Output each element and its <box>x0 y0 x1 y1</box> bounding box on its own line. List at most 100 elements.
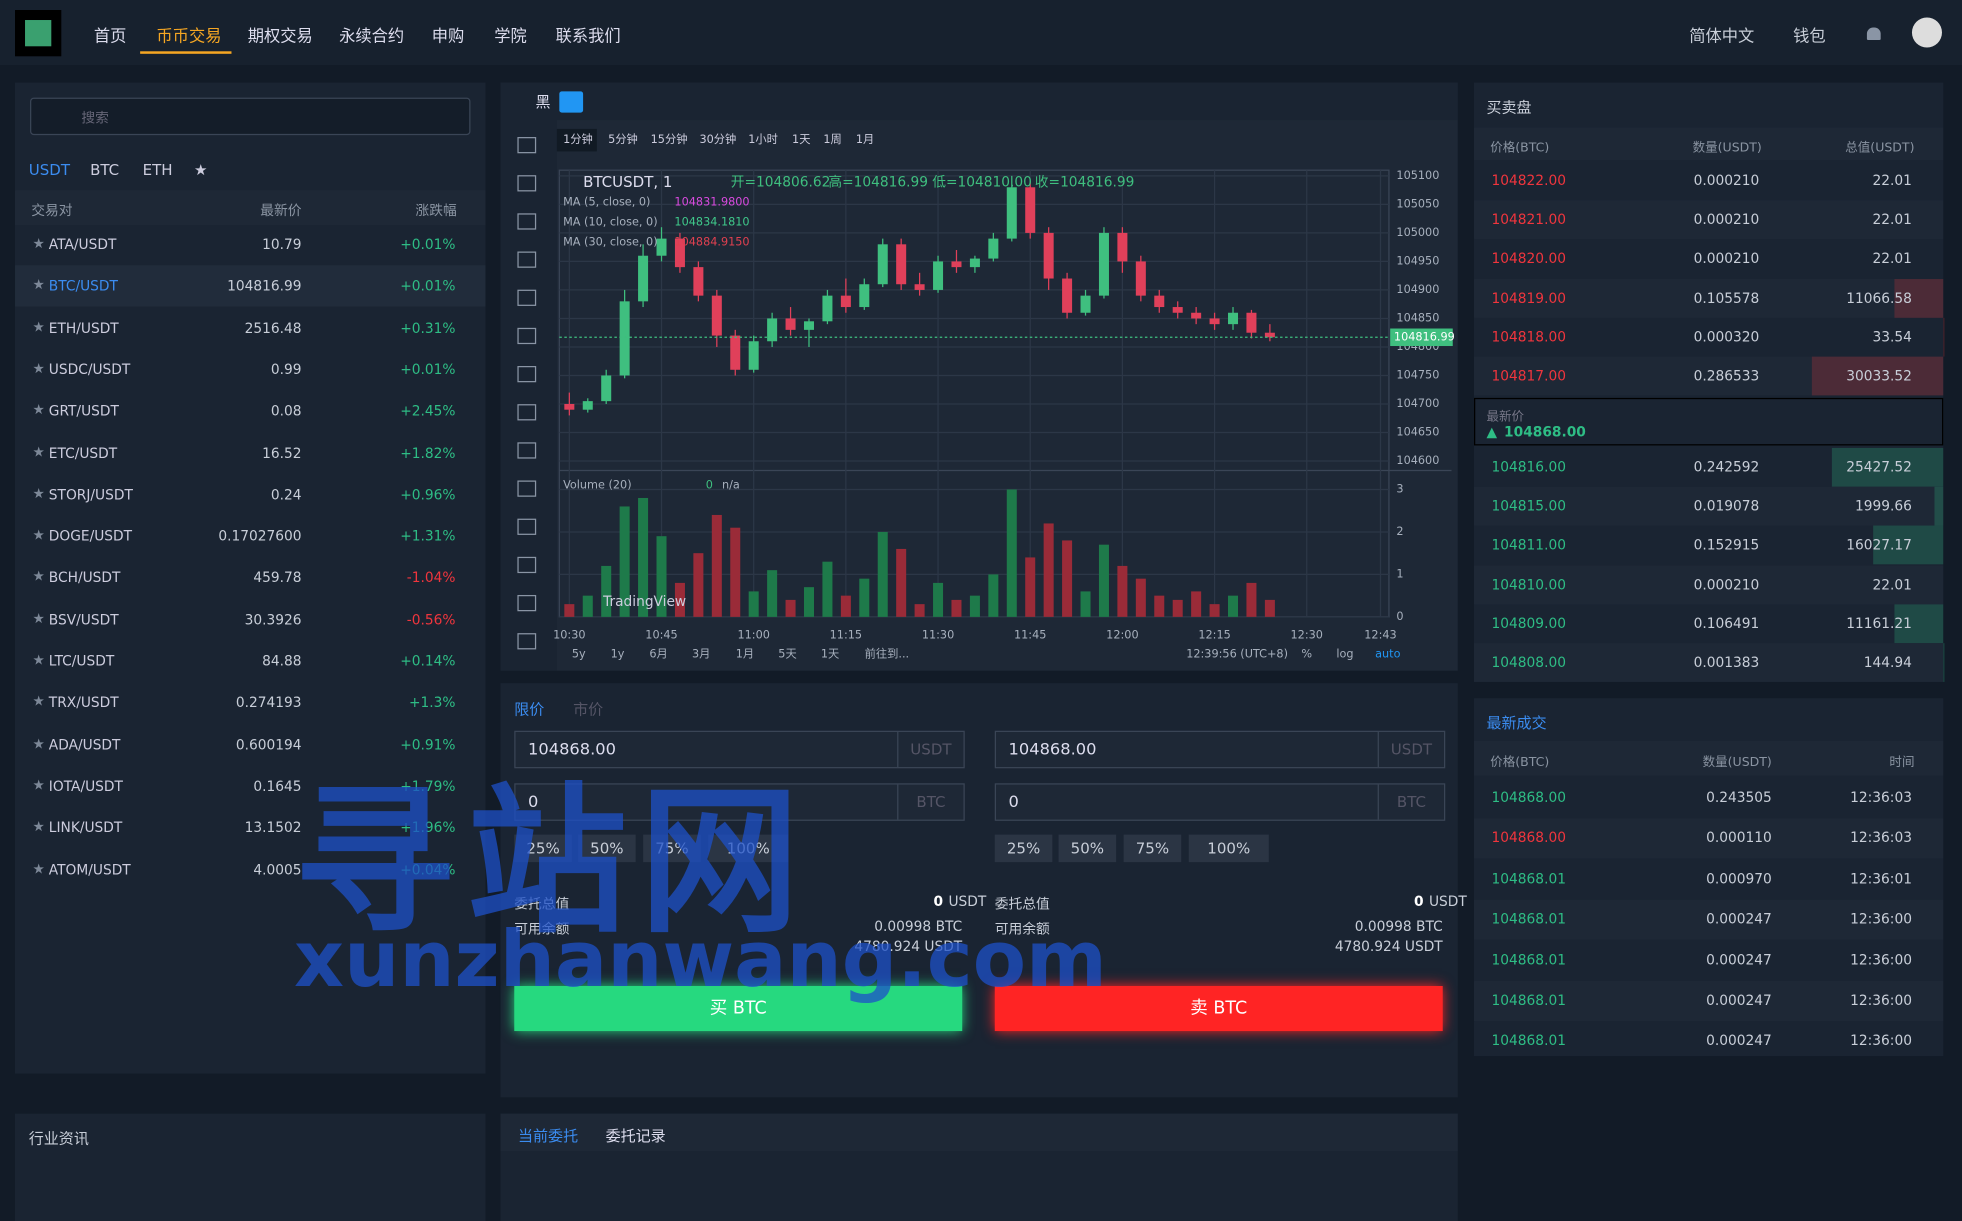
nav-item[interactable]: 申购 <box>431 27 465 47</box>
order-tab[interactable]: 市价 <box>573 700 604 719</box>
pct-button[interactable]: 25% <box>514 834 572 863</box>
star[interactable]: ★ <box>32 610 45 627</box>
submit-button[interactable]: 买 BTC <box>514 986 963 1032</box>
candle-body <box>582 401 593 410</box>
star[interactable]: ★ <box>32 276 45 294</box>
star[interactable]: ★ <box>32 360 45 377</box>
trade-time: 12:36:03 <box>1850 830 1912 847</box>
candle-body <box>933 261 944 290</box>
pair[interactable]: ADA/USDT <box>48 736 121 753</box>
change: +1.31% <box>400 528 456 545</box>
pct-button[interactable]: 75% <box>643 834 701 863</box>
volume-bar <box>933 582 944 617</box>
x-tick-label: 12:43 <box>1364 629 1396 642</box>
pct-button[interactable]: 50% <box>1058 834 1117 863</box>
depth-bar <box>1832 447 1944 487</box>
pct-button[interactable]: 100% <box>708 834 789 863</box>
order-tab[interactable]: 限价 <box>514 700 545 719</box>
pair[interactable]: IOTA/USDT <box>48 778 123 795</box>
pct-button[interactable]: 50% <box>578 834 636 863</box>
trade-time: 12:36:01 <box>1850 870 1912 887</box>
star[interactable]: ★ <box>32 235 45 252</box>
volume-bar <box>1080 591 1091 617</box>
pair[interactable]: ETC/USDT <box>48 444 118 462</box>
nav-item[interactable]: 币币交易 <box>156 27 222 47</box>
nav-item[interactable]: 首页 <box>93 27 127 47</box>
star[interactable]: ★ <box>32 776 45 794</box>
header-row <box>1474 127 1944 161</box>
market-tab[interactable]: ★ <box>193 161 208 179</box>
book-amount: 0.152915 <box>1693 537 1760 554</box>
pair[interactable]: ETH/USDT <box>48 319 119 337</box>
star[interactable]: ★ <box>32 651 45 669</box>
range-button: 5天 <box>778 647 796 660</box>
pair[interactable]: STORJ/USDT <box>48 486 133 503</box>
candle-body <box>859 284 870 308</box>
volume-bar <box>969 595 980 617</box>
ohlc: 高=104816.99 <box>828 174 928 191</box>
orders-tab[interactable]: 当前委托 <box>518 1127 579 1145</box>
vol-legend: n/a <box>722 478 740 491</box>
bell[interactable] <box>1866 27 1881 41</box>
book-amount: 0.000210 <box>1693 172 1760 189</box>
star[interactable]: ★ <box>32 485 45 502</box>
input[interactable]: 0 BTC <box>514 783 965 821</box>
pair[interactable]: USDC/USDT <box>48 361 131 378</box>
pair[interactable]: LINK/USDT <box>48 819 123 837</box>
input[interactable]: 104868.00 USDT <box>994 730 1446 769</box>
nav-item[interactable]: 联系我们 <box>555 27 621 47</box>
x-tick-label: 12:00 <box>1106 629 1138 642</box>
nav-item[interactable]: 永续合约 <box>339 27 405 47</box>
wallet[interactable]: 钱包 <box>1793 27 1826 47</box>
pair[interactable]: BSV/USDT <box>48 611 119 628</box>
nav-item[interactable]: 学院 <box>494 27 527 47</box>
candle-body <box>840 295 851 308</box>
submit-button[interactable]: 卖 BTC <box>994 986 1443 1032</box>
pair[interactable]: TRX/USDT <box>48 694 119 712</box>
market-tab[interactable]: BTC <box>90 161 120 179</box>
star[interactable]: ★ <box>32 401 45 419</box>
chart-bg <box>500 82 1458 121</box>
star[interactable]: ★ <box>32 693 45 710</box>
change: +0.04% <box>400 861 456 878</box>
pair[interactable]: BCH/USDT <box>48 569 121 587</box>
range-button: 5y <box>572 647 586 660</box>
candle-body <box>988 238 999 259</box>
avatar[interactable] <box>1911 17 1942 48</box>
pair[interactable]: LTC/USDT <box>48 653 115 670</box>
volume-bar <box>1209 604 1220 617</box>
nav-item[interactable]: 期权交易 <box>247 27 313 47</box>
star[interactable]: ★ <box>32 818 45 835</box>
star[interactable]: ★ <box>32 443 45 460</box>
pct-button[interactable]: 75% <box>1123 834 1182 863</box>
y-tick-label: 104650 <box>1396 426 1439 439</box>
pair[interactable]: ATOM/USDT <box>48 861 131 878</box>
book-total: 1999.66 <box>1855 498 1912 515</box>
orders-tab[interactable]: 委托记录 <box>605 1127 666 1145</box>
star[interactable]: ★ <box>32 735 45 752</box>
book-total: 25427.52 <box>1846 459 1912 476</box>
pair[interactable]: ATA/USDT <box>48 236 117 253</box>
pct-button[interactable]: 100% <box>1188 834 1269 863</box>
volume-bar <box>693 553 704 617</box>
logo[interactable] <box>15 10 62 57</box>
input[interactable]: 104868.00 USDT <box>514 730 965 769</box>
input[interactable]: 0 BTC <box>994 783 1446 821</box>
trade-price: 104868.00 <box>1491 789 1566 806</box>
pair[interactable]: DOGE/USDT <box>48 528 133 545</box>
book-amount: 0.001383 <box>1693 654 1760 671</box>
star[interactable]: ★ <box>32 860 45 877</box>
pct-button[interactable]: 25% <box>994 834 1053 863</box>
star[interactable]: ★ <box>32 568 45 585</box>
search-box[interactable]: 搜索 <box>30 97 471 136</box>
drawing-tool <box>517 518 537 535</box>
market-tab[interactable]: ETH <box>142 161 173 179</box>
book-total: 22.01 <box>1872 576 1912 593</box>
pair[interactable]: BTC/USDT <box>48 278 118 295</box>
market-tab[interactable]: USDT <box>28 161 71 179</box>
trade-price: 104868.00 <box>1491 830 1566 847</box>
pair[interactable]: GRT/USDT <box>48 403 119 420</box>
lang[interactable]: 简体中文 <box>1689 27 1755 47</box>
star[interactable]: ★ <box>32 318 45 335</box>
star[interactable]: ★ <box>32 526 45 544</box>
